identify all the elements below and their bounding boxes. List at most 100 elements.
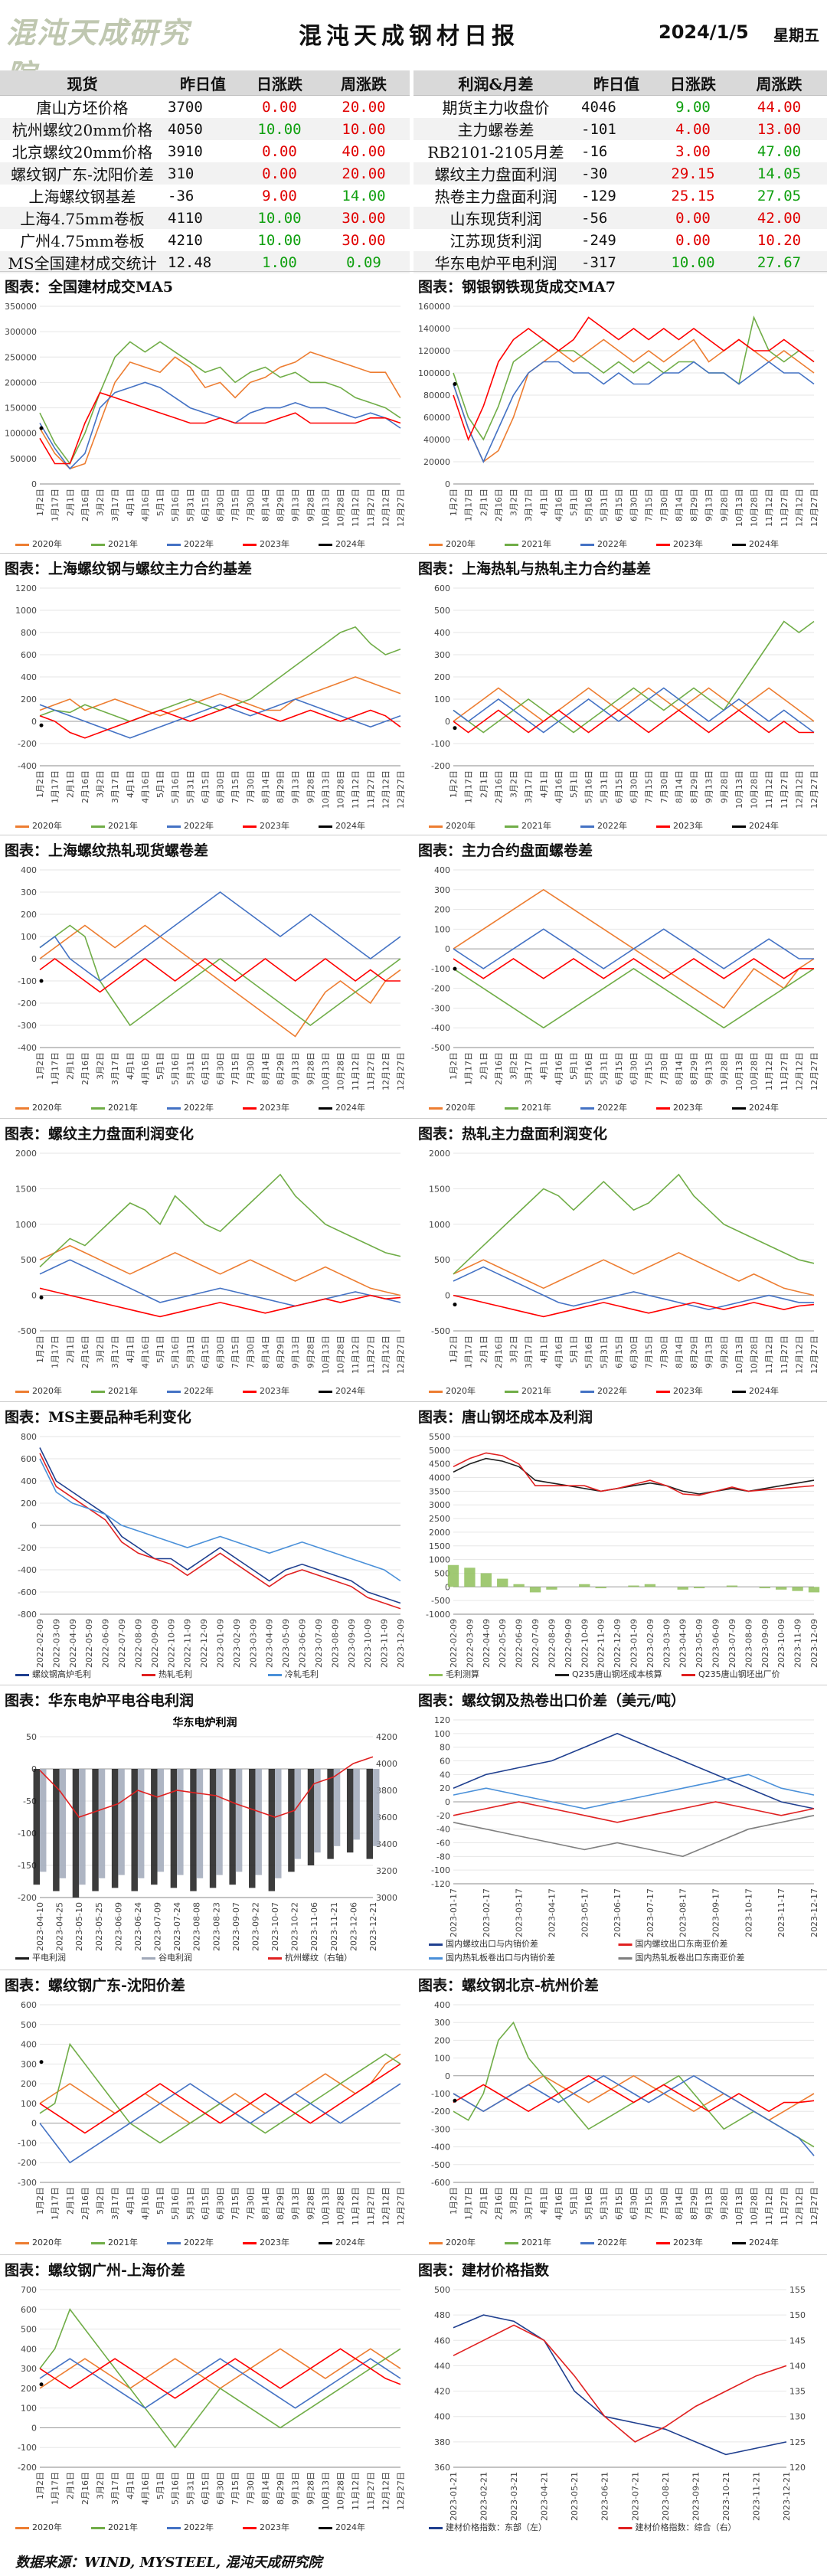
- legend-label: 国内螺纹出口东南亚价差: [636, 1938, 728, 1949]
- bar-mark: [307, 1769, 315, 1865]
- series-line: [39, 958, 400, 993]
- x-tick-label: 4月16日: [554, 1052, 564, 1085]
- row-week-change: 10.20: [757, 231, 802, 249]
- series-line: [39, 2308, 401, 2449]
- row-value: -101: [578, 118, 655, 140]
- bar-mark: [235, 1769, 243, 1872]
- legend-swatch: [505, 825, 518, 828]
- y2-tick-label: 150: [789, 2310, 806, 2320]
- x-tick-label: 12月12日: [381, 770, 391, 809]
- y-tick-label: 600: [21, 1454, 37, 1464]
- x-tick-label: 2023-06-09: [113, 1902, 123, 1951]
- legend-label: 2020年: [446, 1385, 476, 1396]
- y-tick-label: 250000: [5, 352, 37, 362]
- x-tick-label: 1月17日: [464, 2187, 474, 2220]
- x-tick-label: 1月17日: [464, 489, 474, 521]
- chart-title: 图表：上海热轧与热轧主力合约基差: [418, 561, 652, 577]
- y-tick-label: -100: [18, 1829, 37, 1839]
- y-tick-label: 300: [21, 888, 37, 897]
- y-tick-label: 400: [434, 2000, 450, 2010]
- bar-mark: [759, 1587, 770, 1589]
- y2-tick-label: 4200: [376, 1732, 397, 1742]
- legend-label: 2022年: [597, 1385, 627, 1396]
- row-value: 310: [165, 162, 241, 185]
- x-tick-label: 10月13日: [321, 770, 331, 809]
- y2-tick-label: 4000: [376, 1759, 397, 1769]
- legend-swatch: [429, 1943, 443, 1946]
- chart-panel: 图表：建材价格指数 360 380 400 420 440 460 480 500 120 125 1…: [414, 2259, 819, 2541]
- x-tick-label: 2023-10-22: [290, 1902, 300, 1951]
- table-row: 唐山方坯价格 3700 0.00 20.00: [0, 96, 410, 119]
- x-tick-label: 2022-03-09: [465, 1619, 475, 1668]
- x-tick-label: 8月14日: [674, 2187, 684, 2220]
- x-tick-label: 1月17日: [464, 1052, 474, 1085]
- y-tick-label: 0: [445, 944, 450, 954]
- x-tick-label: 3月17日: [524, 1335, 534, 1368]
- legend-swatch: [243, 544, 257, 546]
- x-tick-label: 2023-07-17: [646, 1888, 655, 1937]
- x-tick-label: 2023-06-24: [133, 1902, 143, 1951]
- chart-panel: 图表：主力合约盘面螺卷差 -500 -400 -300 -200 -100 0 100 200 3…: [414, 839, 819, 1121]
- y-tick-label: 500: [21, 2325, 37, 2335]
- y2-tick-label: 3800: [376, 1786, 397, 1796]
- x-tick-label: 3月17日: [524, 2187, 534, 2220]
- series-line: [39, 391, 401, 465]
- row-name: 期货主力收盘价: [442, 99, 550, 117]
- legend-swatch: [167, 544, 181, 546]
- x-tick-label: 7月15日: [644, 1052, 654, 1085]
- series-line: [453, 1266, 814, 1311]
- legend-swatch: [15, 1957, 29, 1960]
- x-tick-label: 4月1日: [539, 2187, 549, 2215]
- row-day-change: 0.00: [675, 231, 711, 249]
- legend-label: 2021年: [521, 2237, 551, 2247]
- y-tick-label: 200: [21, 910, 37, 920]
- x-tick-label: 9月28日: [719, 1052, 729, 1085]
- x-tick-label: 2月1日: [65, 2187, 75, 2215]
- legend-label: 2024年: [335, 2237, 365, 2247]
- series-point: [39, 426, 44, 430]
- legend-swatch: [618, 2527, 633, 2529]
- series-point: [39, 1295, 44, 1299]
- chart-svg: -500 -400 -300 -200 -100 0 100 200 300 400 1月2日 1月1…: [429, 865, 819, 1113]
- legend-label: 2022年: [184, 538, 214, 549]
- x-tick-label: 2023-10-17: [744, 1888, 753, 1937]
- row-day-change: 10.00: [241, 207, 318, 229]
- x-tick-label: 2023-07-09: [153, 1902, 163, 1951]
- chart-title: 图表：华东电炉平电谷电利润: [5, 1692, 194, 1709]
- x-tick-label: 2023-01-09: [629, 1619, 639, 1668]
- row-day-change: 0.00: [655, 207, 731, 229]
- series-line: [453, 2324, 787, 2443]
- row-value: 4210: [168, 231, 203, 249]
- series-line: [453, 1815, 815, 1858]
- legend-swatch: [243, 1391, 257, 1393]
- x-tick-label: 5月31日: [185, 1052, 195, 1085]
- x-tick-label: 2023-09-07: [231, 1902, 241, 1951]
- y-tick-label: 400: [21, 1476, 37, 1486]
- x-tick-label: 4月16日: [140, 2472, 150, 2505]
- x-tick-label: 2月1日: [65, 1335, 75, 1363]
- x-tick-label: 12月27日: [809, 1335, 819, 1374]
- x-tick-label: 1月2日: [35, 770, 45, 798]
- legend-swatch: [268, 1674, 282, 1676]
- x-tick-label: 5月1日: [569, 770, 579, 798]
- y-tick-label: 150000: [5, 404, 37, 414]
- y-tick-label: 50000: [10, 454, 37, 464]
- x-tick-label: 2023-01-21: [449, 2472, 459, 2521]
- x-tick-label: 2023-07-09: [314, 1619, 324, 1668]
- x-tick-label: 2023-06-09: [298, 1619, 308, 1668]
- legend-label: 2020年: [446, 820, 476, 831]
- x-tick-label: 1月2日: [449, 1052, 459, 1080]
- legend-swatch: [505, 2242, 518, 2244]
- bar-mark: [333, 1769, 341, 1846]
- x-tick-label: 2023-04-21: [540, 2472, 550, 2521]
- chart-svg: -400 -200 0 200 400 600 800 1000 1200 1月2日 1月17日 2月…: [15, 584, 406, 831]
- x-tick-label: 2022-02-09: [449, 1619, 459, 1668]
- series-line: [39, 1756, 374, 1818]
- x-tick-label: 2022-08-09: [547, 1619, 557, 1668]
- bar-mark: [92, 1769, 99, 1891]
- x-tick-label: 5月1日: [569, 2187, 579, 2215]
- x-tick-label: 10月28日: [750, 770, 760, 809]
- row-value: 3700: [168, 98, 203, 116]
- x-tick-label: 5月1日: [155, 1052, 165, 1080]
- series-line: [453, 316, 815, 442]
